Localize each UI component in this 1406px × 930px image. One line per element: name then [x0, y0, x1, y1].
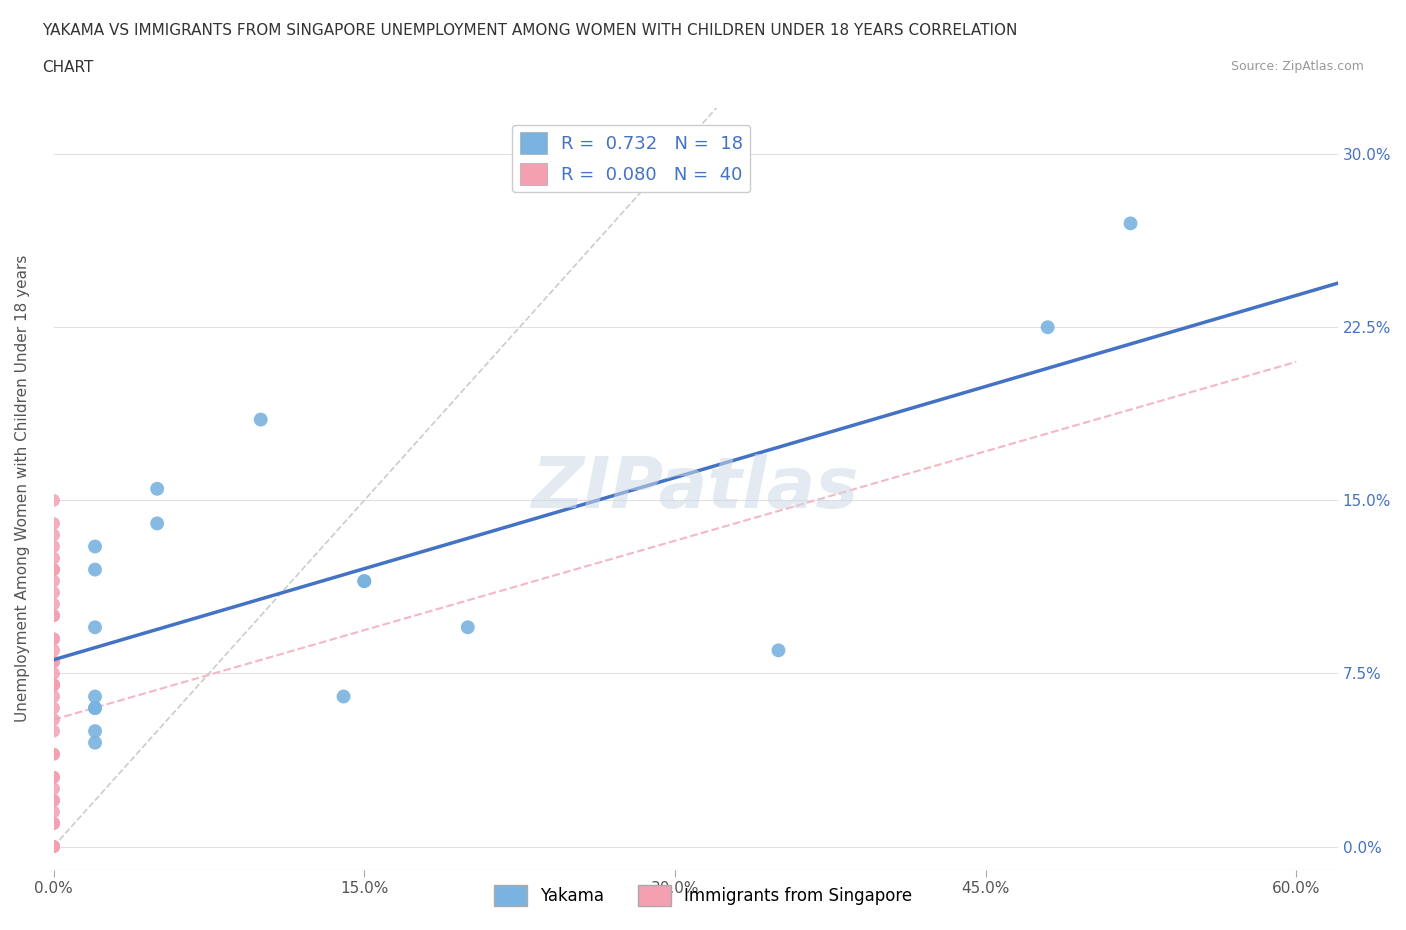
Point [84, 700, 107, 715]
Point [42, 574, 65, 589]
Point [42, 608, 65, 623]
Point [42, 839, 65, 854]
Point [42, 839, 65, 854]
Point [332, 689, 354, 704]
Point [42, 655, 65, 670]
Point [1119, 216, 1142, 231]
Point [42, 816, 65, 830]
Point [42, 793, 65, 808]
Point [42, 816, 65, 830]
Point [84, 724, 107, 738]
Point [42, 678, 65, 693]
Point [146, 516, 169, 531]
Point [42, 608, 65, 623]
Point [146, 482, 169, 497]
Point [42, 770, 65, 785]
Point [42, 493, 65, 508]
Point [42, 804, 65, 819]
Point [42, 666, 65, 681]
Text: ZIPatlas: ZIPatlas [531, 454, 859, 524]
Point [42, 793, 65, 808]
Text: YAKAMA VS IMMIGRANTS FROM SINGAPORE UNEMPLOYMENT AMONG WOMEN WITH CHILDREN UNDER: YAKAMA VS IMMIGRANTS FROM SINGAPORE UNEM… [42, 23, 1018, 38]
Point [84, 689, 107, 704]
Y-axis label: Unemployment Among Women with Children Under 18 years: Unemployment Among Women with Children U… [15, 255, 30, 723]
Point [353, 574, 375, 589]
Point [84, 700, 107, 715]
Point [42, 747, 65, 762]
Point [42, 678, 65, 693]
Point [42, 562, 65, 577]
Point [42, 712, 65, 727]
Point [84, 619, 107, 634]
Point [42, 781, 65, 796]
Legend: Yakama, Immigrants from Singapore: Yakama, Immigrants from Singapore [486, 879, 920, 912]
Point [457, 619, 479, 634]
Point [42, 631, 65, 646]
Text: CHART: CHART [42, 60, 94, 75]
Point [84, 736, 107, 751]
Point [42, 839, 65, 854]
Point [42, 700, 65, 715]
Point [42, 551, 65, 565]
Point [84, 562, 107, 577]
Point [42, 678, 65, 693]
Point [249, 412, 271, 427]
Point [42, 643, 65, 658]
Point [42, 724, 65, 738]
Point [42, 747, 65, 762]
Point [84, 539, 107, 554]
Point [768, 643, 790, 658]
Point [42, 516, 65, 531]
Point [42, 597, 65, 612]
Point [42, 539, 65, 554]
Legend: R =  0.732   N =  18, R =  0.080   N =  40: R = 0.732 N = 18, R = 0.080 N = 40 [512, 125, 751, 193]
Point [1036, 320, 1059, 335]
Point [353, 574, 375, 589]
Point [42, 839, 65, 854]
Point [42, 585, 65, 600]
Point [42, 562, 65, 577]
Point [42, 689, 65, 704]
Point [42, 631, 65, 646]
Point [42, 770, 65, 785]
Point [42, 816, 65, 830]
Point [42, 655, 65, 670]
Point [42, 527, 65, 542]
Text: Source: ZipAtlas.com: Source: ZipAtlas.com [1230, 60, 1364, 73]
